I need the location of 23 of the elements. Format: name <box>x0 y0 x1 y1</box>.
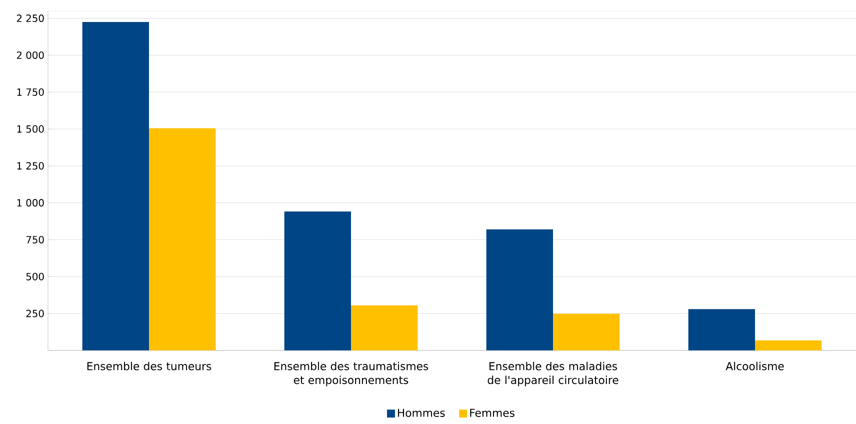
bar <box>755 340 822 350</box>
y-tick-label: 1 000 <box>17 199 44 207</box>
bar <box>148 128 216 350</box>
y-tick-label: 2 250 <box>16 14 44 22</box>
bar <box>486 229 553 350</box>
y-tick-label: 1 250 <box>17 162 44 170</box>
bar <box>82 22 149 350</box>
y-tick-label: 250 <box>26 310 44 318</box>
bar <box>688 309 756 350</box>
y-tick-label: 750 <box>26 236 44 244</box>
bar <box>284 212 351 350</box>
x-tick-label: Ensemble des maladies de l'appareil circulatoire <box>488 362 618 386</box>
legend-label: Femmes <box>470 408 514 418</box>
legend-label: Hommes <box>398 408 445 418</box>
bar <box>350 305 418 350</box>
x-tick-label: Ensemble des traumatismes et empoisonnements <box>274 362 428 386</box>
y-tick-label: 500 <box>26 272 44 280</box>
y-tick-label: 2 000 <box>16 52 44 59</box>
y-tick-label: 1 750 <box>17 88 44 96</box>
x-tick-label: Ensemble des tumeurs <box>87 362 212 370</box>
y-tick-label: 1 500 <box>17 125 44 133</box>
bar <box>553 314 620 350</box>
x-tick-label: Alcoolisme <box>726 362 784 370</box>
